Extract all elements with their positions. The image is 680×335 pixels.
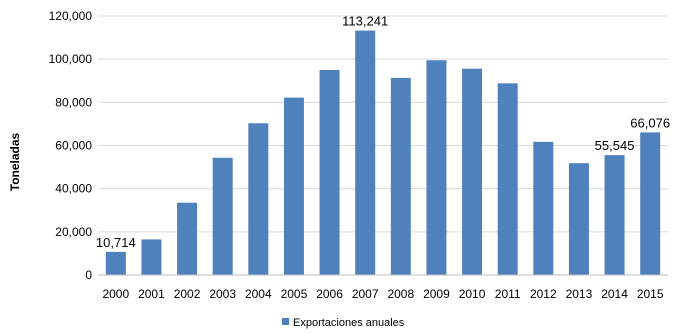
x-tick-label: 2000 <box>102 287 129 301</box>
y-axis-ticks: 0 20,000 40,000 60,000 80,000 100,000 120,000 <box>49 9 93 282</box>
x-tick-label: 2009 <box>423 287 450 301</box>
y-tick-label: 60,000 <box>55 139 92 153</box>
x-tick-label: 2013 <box>566 287 593 301</box>
y-tick-label: 20,000 <box>55 225 92 239</box>
x-tick-label: 2002 <box>174 287 201 301</box>
x-axis-ticks: 2000 2001 2002 2003 2004 2005 2006 2007 2008 2009… <box>102 287 663 301</box>
data-label: 10,714 <box>96 235 136 250</box>
data-label: 66,076 <box>630 115 670 130</box>
x-tick-label: 2004 <box>245 287 272 301</box>
bar <box>355 30 376 275</box>
data-label: 55,545 <box>595 138 635 153</box>
y-tick-label: 100,000 <box>49 52 93 66</box>
bar <box>283 97 304 276</box>
x-tick-label: 2003 <box>209 287 236 301</box>
legend-swatch <box>282 318 289 325</box>
bar <box>640 132 661 275</box>
x-tick-label: 2005 <box>281 287 308 301</box>
bar <box>533 141 554 275</box>
y-tick-label: 0 <box>85 268 92 282</box>
y-axis-label: Toneladas <box>8 132 22 191</box>
x-tick-label: 2014 <box>601 287 628 301</box>
y-tick-label: 40,000 <box>55 182 92 196</box>
legend-label: Exportaciones anuales <box>293 317 405 329</box>
data-label: 113,241 <box>342 14 388 29</box>
legend: Exportaciones anuales <box>282 317 405 329</box>
bar <box>568 163 589 275</box>
x-tick-label: 2010 <box>459 287 486 301</box>
bar <box>604 155 625 275</box>
bar <box>319 69 340 275</box>
bar <box>390 77 411 275</box>
x-tick-label: 2007 <box>352 287 379 301</box>
data-labels: 10,714 113,241 55,545 66,076 <box>96 14 670 250</box>
x-tick-label: 2001 <box>138 287 165 301</box>
x-tick-label: 2015 <box>637 287 664 301</box>
bar <box>497 83 518 275</box>
bar <box>248 123 269 275</box>
bar <box>426 60 447 275</box>
bar <box>462 68 483 275</box>
bar <box>105 251 126 275</box>
y-tick-label: 80,000 <box>55 95 92 109</box>
x-tick-label: 2006 <box>316 287 343 301</box>
bar <box>141 239 162 275</box>
x-tick-label: 2012 <box>530 287 557 301</box>
x-tick-label: 2011 <box>495 287 521 301</box>
y-tick-label: 120,000 <box>49 9 93 23</box>
bars <box>105 30 661 276</box>
x-tick-label: 2008 <box>387 287 414 301</box>
bar <box>177 202 198 275</box>
bar <box>212 157 233 275</box>
